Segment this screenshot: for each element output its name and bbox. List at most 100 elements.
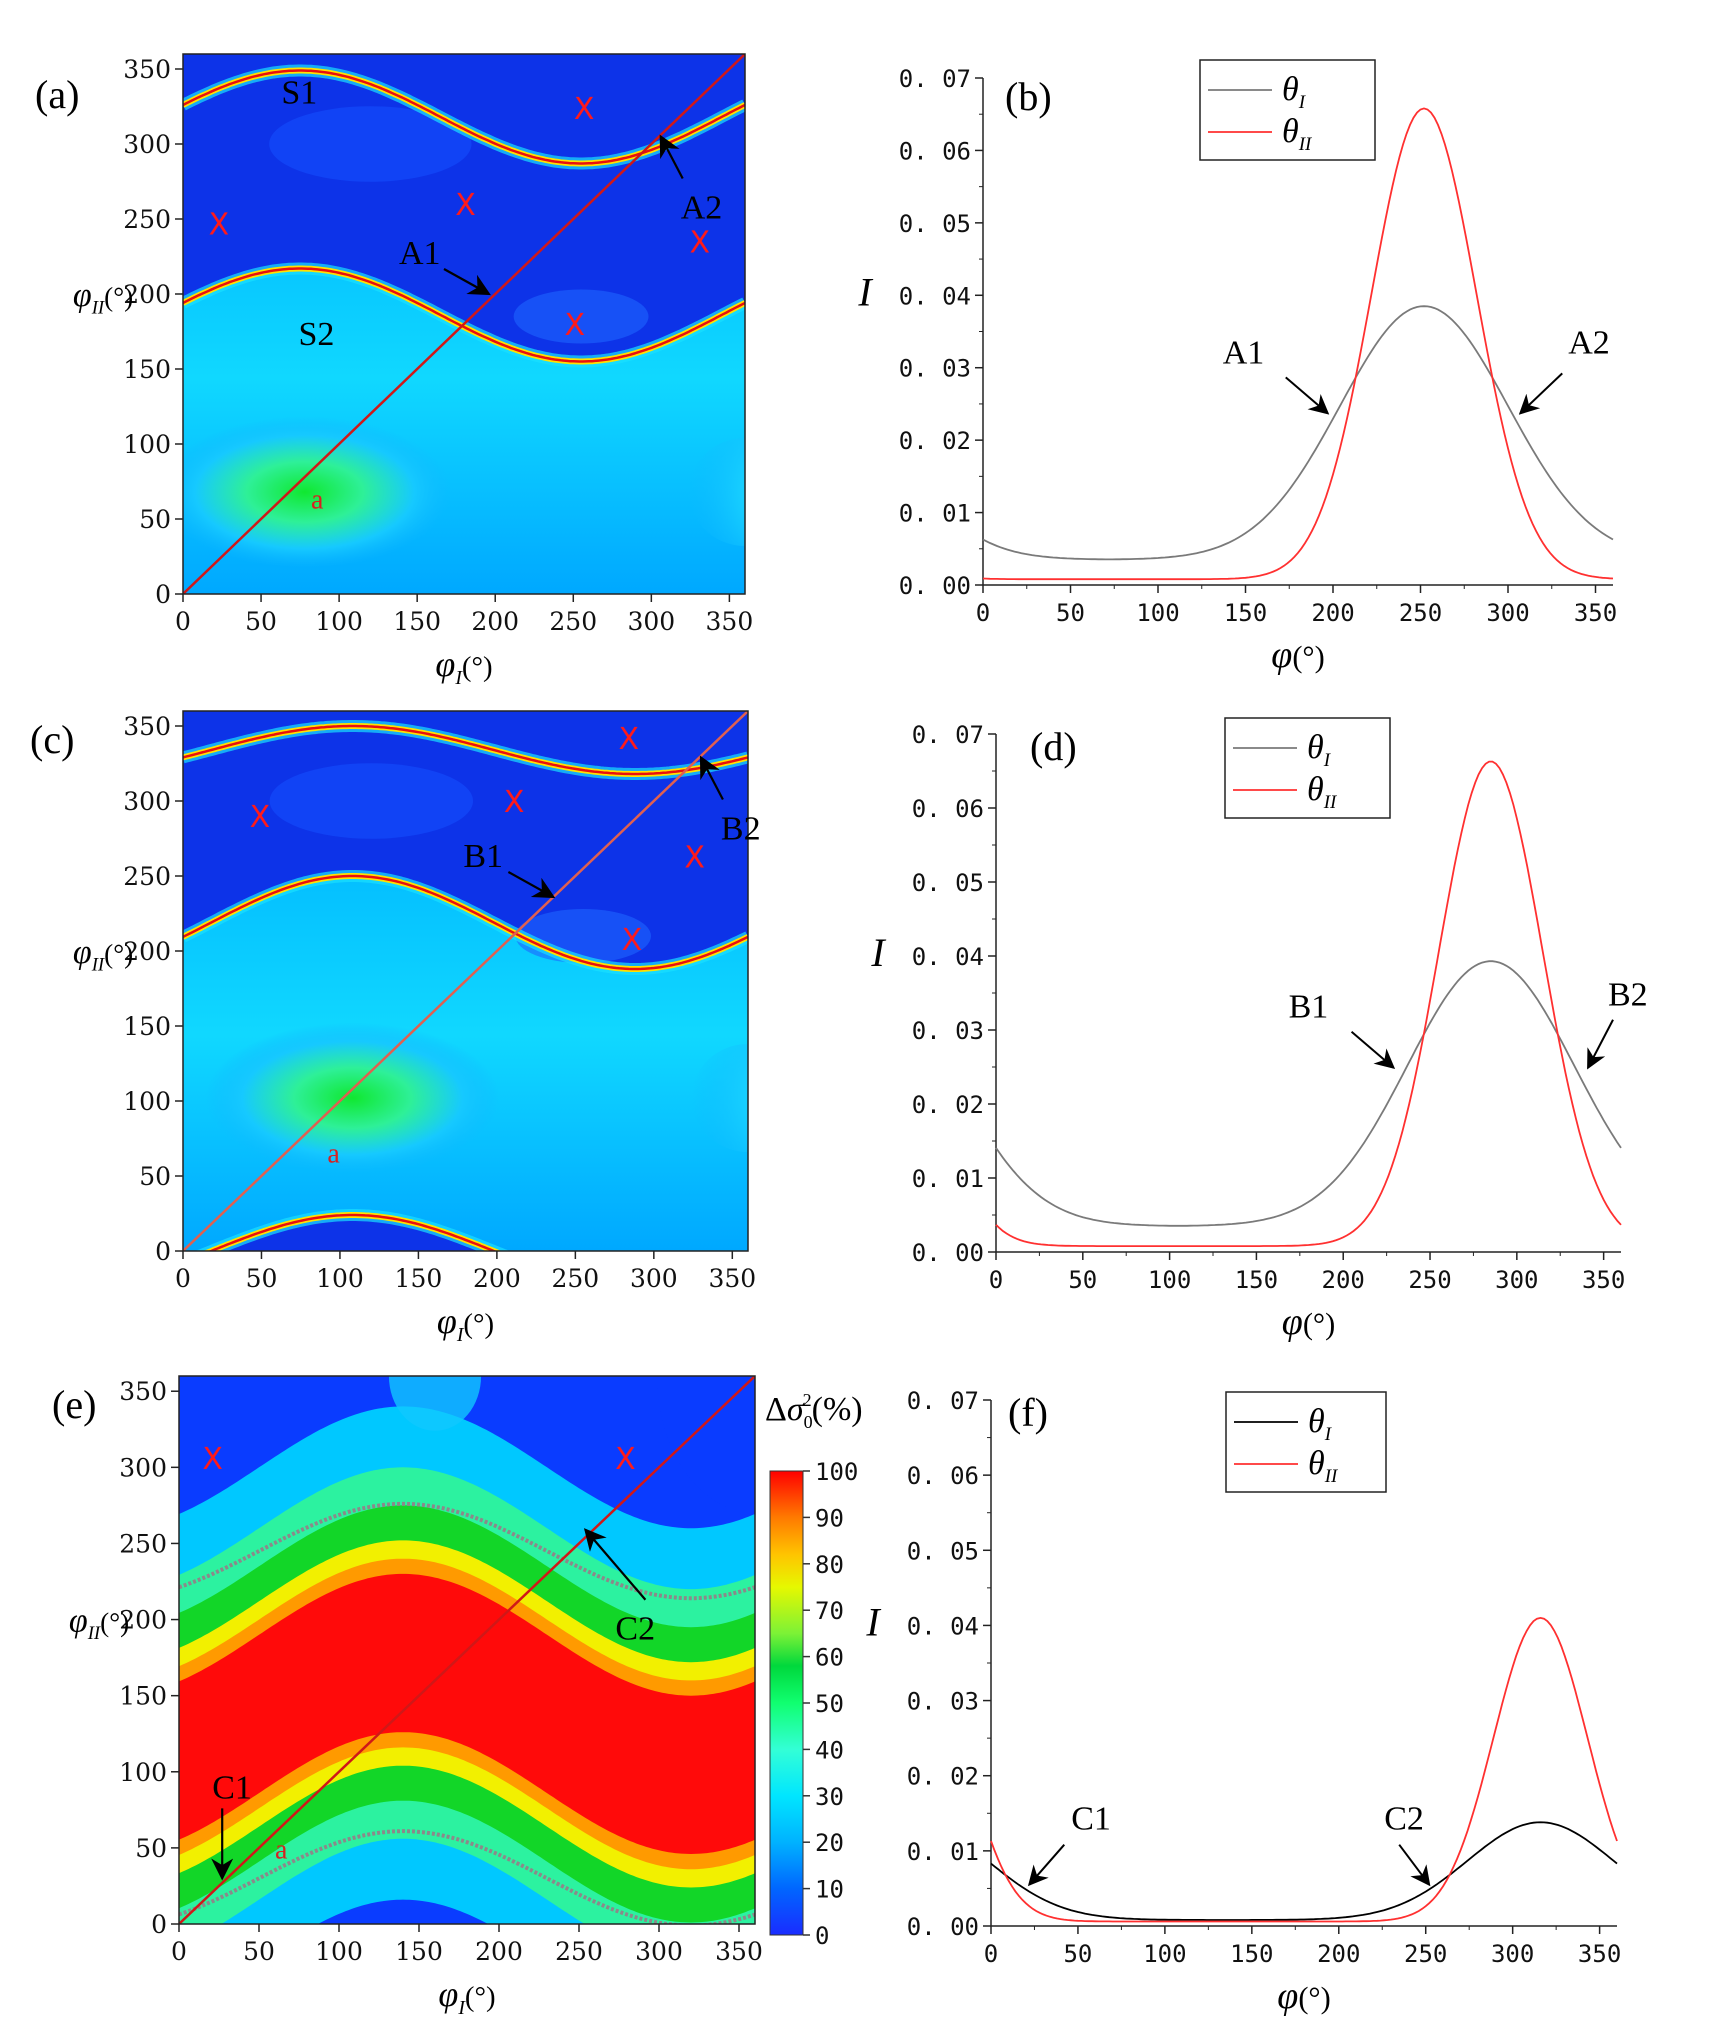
y-tick-label: 0. 01 <box>912 1165 984 1193</box>
x-tick-label: 100 <box>316 1264 364 1293</box>
x-tick-label: 300 <box>635 1937 683 1966</box>
y-tick-label: 150 <box>123 355 171 384</box>
x-marker: X <box>202 1442 223 1477</box>
x-tick-label: 350 <box>708 1264 756 1293</box>
annotation-label: A2 <box>681 190 723 227</box>
x-marker: X <box>250 800 271 835</box>
y-tick-label: 0. 06 <box>907 1462 979 1490</box>
blue-haze-2 <box>513 289 649 344</box>
blue-haze <box>269 763 474 839</box>
y-tick-label: 350 <box>123 712 171 741</box>
colorbar-tick-label: 20 <box>815 1829 844 1857</box>
plot-frame <box>178 1375 756 1925</box>
y-tick-label: 200 <box>123 280 171 309</box>
x-marker: X <box>209 208 230 243</box>
colorbar-tick-label: 90 <box>815 1504 844 1532</box>
y-axis-label: I <box>857 269 873 314</box>
x-axis-label: φ(°) <box>1282 1301 1335 1343</box>
x-tick-label: 200 <box>473 1264 521 1293</box>
y-tick-label: 200 <box>123 937 171 966</box>
y-tick-label: 0. 02 <box>899 427 971 455</box>
y-axis-label: I <box>865 1599 881 1644</box>
annotation-label: B1 <box>463 838 503 875</box>
x-tick-label: 250 <box>1408 1266 1451 1294</box>
heatmap-panel-e: 0050501001001501502002002502503003003503… <box>52 1375 863 2019</box>
colorbar-tick-label: 60 <box>815 1644 844 1672</box>
y-tick-label: 50 <box>135 1834 167 1863</box>
x-tick-label: 50 <box>243 1937 275 1966</box>
x-marker: X <box>622 923 643 958</box>
annotation-label: C1 <box>212 1769 252 1806</box>
series-line-theta-i <box>982 305 1614 561</box>
y-tick-label: 0. 07 <box>912 721 984 749</box>
x-axis-label: φI(°) <box>437 1301 494 1346</box>
y-tick-label: 100 <box>119 1758 167 1787</box>
x-tick-label: 100 <box>315 1937 363 1966</box>
x-marker: X <box>565 308 586 343</box>
blue-region-bottom <box>211 1215 494 1251</box>
y-tick-label: 200 <box>119 1606 167 1635</box>
annotation-arrow <box>1587 1019 1614 1070</box>
annotation-label: A1 <box>1223 334 1265 371</box>
colorbar-tick-label: 50 <box>815 1690 844 1718</box>
y-tick-label: 300 <box>123 787 171 816</box>
x-tick-label: 100 <box>1136 599 1179 627</box>
annotation-arrow <box>659 134 684 180</box>
y-tick-label: 0. 00 <box>907 1913 979 1941</box>
blue-haze <box>269 106 472 182</box>
panel-label: (c) <box>30 717 74 762</box>
y-tick-label: 0. 07 <box>899 65 971 93</box>
y-tick-label: 350 <box>119 1377 167 1406</box>
series-line-theta-i <box>990 1821 1618 1921</box>
x-tick-label: 250 <box>1399 599 1442 627</box>
y-tick-label: 0. 06 <box>912 795 984 823</box>
annotation-arrow <box>507 871 556 899</box>
diagonal-line <box>183 54 745 594</box>
y-tick-label: 250 <box>123 862 171 891</box>
y-axis-label: φII(°) <box>73 934 133 975</box>
x-tick-label: 0 <box>175 1264 191 1293</box>
legend-label: θI <box>1307 729 1332 771</box>
y-tick-label: 0. 02 <box>912 1091 984 1119</box>
annotation-arrow <box>1350 1030 1396 1070</box>
x-tick-label: 350 <box>1582 1266 1625 1294</box>
ridge-curve-lower <box>183 874 748 971</box>
x-tick-label: 0 <box>976 599 990 627</box>
y-tick-label: 0. 03 <box>907 1688 979 1716</box>
y-tick-label: 250 <box>119 1529 167 1558</box>
x-tick-label: 250 <box>555 1937 603 1966</box>
panel-label: (e) <box>52 1382 96 1427</box>
series-line-theta-i <box>995 960 1622 1227</box>
annotation-arrow <box>1027 1844 1066 1887</box>
y-tick-label: 350 <box>123 55 171 84</box>
y-tick-label: 50 <box>139 505 171 534</box>
x-tick-label: 200 <box>1311 599 1354 627</box>
x-marker: X <box>504 785 525 820</box>
colorbar-tick-label: 10 <box>815 1876 844 1904</box>
y-axis-label: φII(°) <box>69 1603 129 1644</box>
x-tick-label: 0 <box>171 1937 187 1966</box>
legend-label: θII <box>1308 1445 1339 1487</box>
panel-label: (a) <box>35 72 79 117</box>
annotation-label: C2 <box>615 1611 655 1648</box>
y-tick-label: 0 <box>155 1237 171 1266</box>
y-tick-label: 0. 01 <box>899 500 971 528</box>
x-tick-label: 150 <box>1230 1940 1273 1968</box>
x-tick-label: 200 <box>1322 1266 1365 1294</box>
series-line-theta-ii <box>990 1616 1618 1923</box>
green-blob <box>205 1022 500 1174</box>
x-tick-label: 100 <box>315 607 363 636</box>
panel-label: (b) <box>1005 74 1052 119</box>
y-tick-label: 100 <box>123 430 171 459</box>
y-tick-label: 0. 00 <box>899 572 971 600</box>
colorbar <box>769 1470 804 1936</box>
line-a-label: a <box>311 485 324 516</box>
annotation-arrow <box>443 268 491 296</box>
x-tick-label: 250 <box>552 1264 600 1293</box>
x-tick-label: 350 <box>1574 599 1617 627</box>
annotation-label: B2 <box>1608 977 1648 1014</box>
cyan-top <box>388 1376 482 1431</box>
legend-label: θI <box>1308 1403 1333 1445</box>
x-tick-label: 150 <box>1224 599 1267 627</box>
series-line-theta-ii <box>982 107 1614 581</box>
